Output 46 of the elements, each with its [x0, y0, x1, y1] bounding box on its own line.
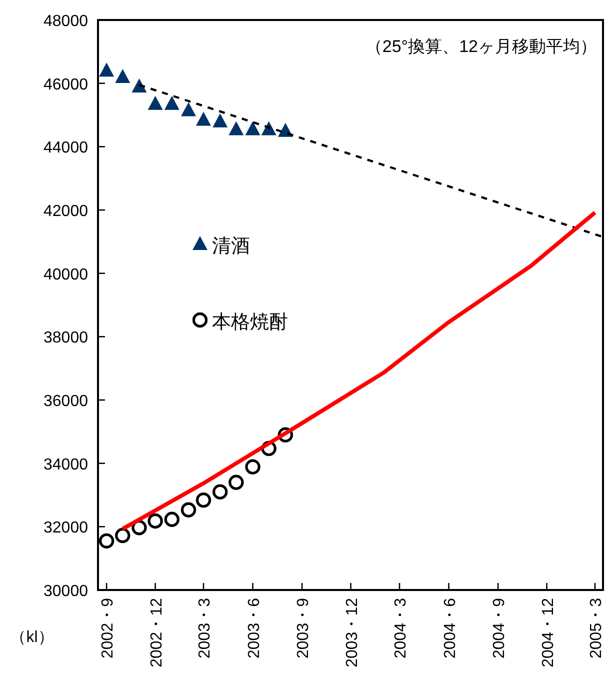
point	[99, 62, 114, 77]
x-tick-label: 2004・6	[442, 598, 459, 658]
x-tick-label: 2004・3	[392, 598, 410, 658]
point	[196, 112, 211, 126]
y-tick-label: 32000	[44, 520, 88, 537]
x-tick-label: 2003・6	[246, 598, 263, 658]
x-tick-label: 2005・3	[588, 598, 605, 658]
point	[196, 492, 212, 508]
point	[98, 533, 114, 549]
point	[132, 78, 147, 92]
point	[212, 484, 228, 500]
y-tick-label: 36000	[44, 393, 88, 410]
point	[164, 512, 180, 527]
x-tick-label: 2002・9	[100, 598, 117, 658]
legend-label: 清酒	[212, 236, 250, 257]
point	[228, 121, 244, 136]
point	[115, 69, 130, 83]
annotation: （25°換算、12ヶ月移動平均）	[365, 37, 597, 56]
point	[115, 528, 130, 544]
point	[212, 113, 228, 128]
point	[228, 474, 244, 490]
y-tick-label: 42000	[44, 203, 88, 220]
point	[164, 96, 180, 110]
y-tick-label: 40000	[44, 266, 88, 284]
x-tick-label: 2003・12	[344, 598, 361, 668]
point	[180, 502, 196, 518]
y-tick-label: 34000	[44, 456, 88, 474]
point	[245, 459, 260, 474]
point	[181, 102, 196, 116]
y-tick-label: 38000	[44, 330, 88, 347]
x-tick-label: 2002・12	[148, 598, 166, 668]
point	[148, 513, 163, 529]
x-tick-label: 2003・3	[196, 598, 214, 658]
x-tick-label: 2004・9	[491, 598, 508, 658]
point	[148, 96, 163, 110]
point	[245, 121, 260, 136]
y-axis-title: （kl）	[10, 629, 54, 646]
point	[261, 121, 276, 136]
legend-label: 本格焼酎	[212, 312, 288, 333]
y-tick-label: 46000	[44, 76, 88, 94]
point	[132, 520, 147, 536]
x-tick-label: 2004・12	[540, 598, 557, 668]
y-tick-label: 44000	[44, 140, 88, 157]
y-tick-label: 48000	[44, 13, 88, 30]
y-tick-label: 30000	[44, 583, 88, 600]
x-tick-label: 2003・9	[295, 598, 312, 658]
